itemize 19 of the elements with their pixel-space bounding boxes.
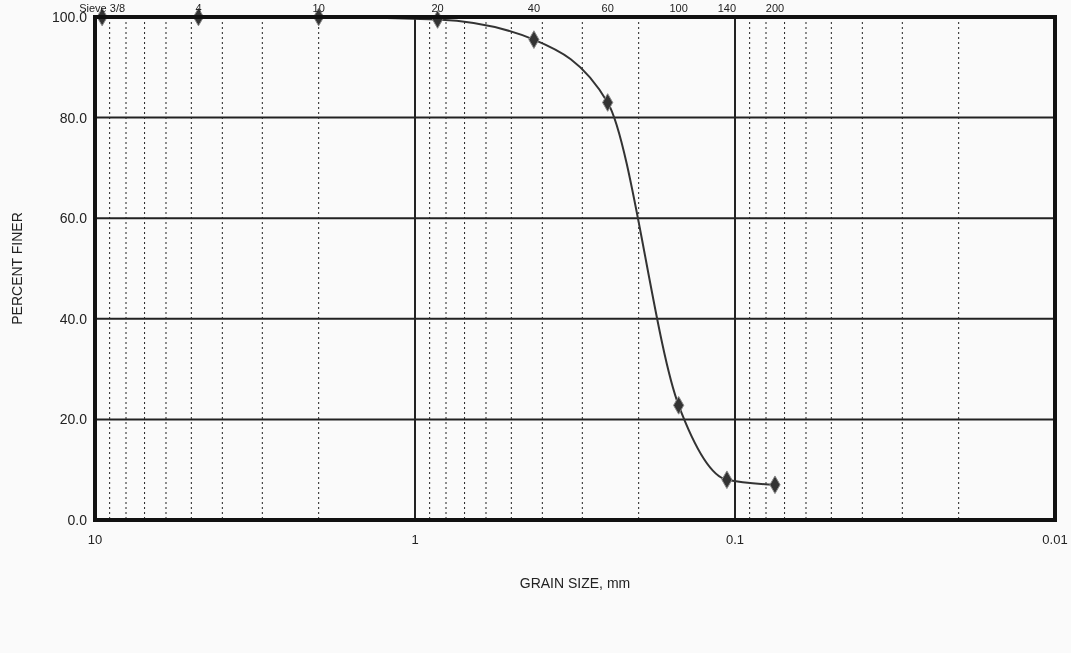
text: 100 (669, 2, 688, 14)
x-tick-label: 1 (411, 532, 419, 547)
y-tick-label: 0.0 (67, 511, 88, 528)
y-tick-label: 60.0 (59, 210, 88, 227)
text: 20 (431, 2, 444, 14)
y-axis-title: PERCENT FINER (9, 212, 25, 325)
y-tick-label: 40.0 (59, 310, 88, 327)
x-axis-title: GRAIN SIZE, mm (519, 575, 631, 591)
text: 200 (765, 2, 785, 14)
x-tick-label: 0.01 (1042, 532, 1068, 547)
x-tick-label: 0.1 (725, 532, 745, 547)
y-tick-label: 20.0 (59, 411, 88, 428)
x-tick-label: 10 (87, 532, 103, 547)
text: 40 (527, 2, 541, 14)
text: 4 (195, 2, 202, 14)
text: 140 (717, 2, 737, 14)
text: 10 (312, 2, 325, 14)
text: 60 (601, 2, 614, 14)
y-tick-label: 80.0 (59, 109, 88, 126)
